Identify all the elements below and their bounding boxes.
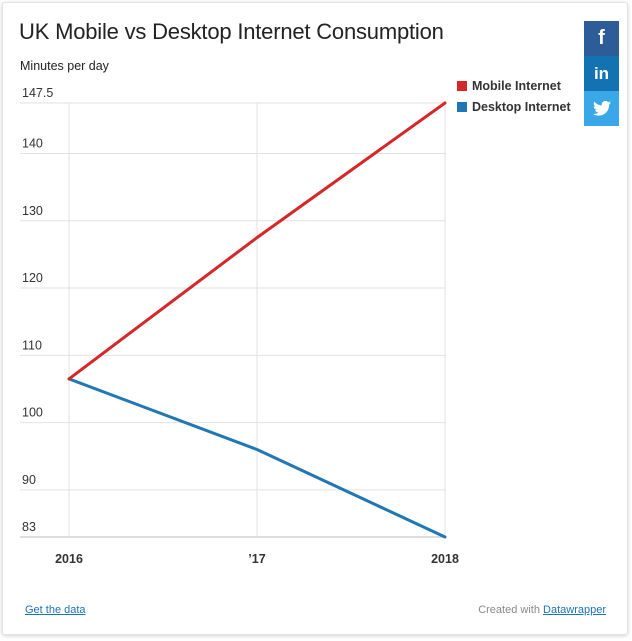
y-tick-label: 120 <box>22 271 43 285</box>
y-tick-label: 100 <box>22 406 43 420</box>
credit-prefix: Created with <box>478 604 540 616</box>
series-lines <box>67 101 447 539</box>
x-tick-labels: 2016 ’17 2018 <box>55 552 459 566</box>
legend: Mobile Internet Desktop Internet <box>457 75 571 117</box>
y-tick-label: 140 <box>22 136 43 150</box>
y-tick-label: 83 <box>22 520 36 534</box>
facebook-icon: f <box>598 27 605 49</box>
series-line-mobile <box>67 101 447 381</box>
get-the-data-link[interactable]: Get the data <box>25 604 86 616</box>
y-tick-label: 110 <box>22 338 42 352</box>
datawrapper-link[interactable]: Datawrapper <box>543 604 606 616</box>
y-axis-label: Minutes per day <box>20 59 109 73</box>
linkedin-share-button[interactable]: in <box>584 56 619 91</box>
x-tick-label: ’17 <box>248 552 265 566</box>
chart-title: UK Mobile vs Desktop Internet Consumptio… <box>19 19 444 44</box>
twitter-share-button[interactable] <box>584 91 619 126</box>
line-chart: 83 90 100 110 120 130 140 147.5 2016 ’17 2018 <box>20 86 459 566</box>
facebook-share-button[interactable]: f <box>584 21 619 56</box>
y-tick-label: 90 <box>22 473 36 487</box>
twitter-icon <box>592 101 611 116</box>
linkedin-icon: in <box>593 63 610 83</box>
legend-item-mobile: Mobile Internet <box>457 75 571 96</box>
series-line-desktop <box>67 377 447 539</box>
legend-item-desktop: Desktop Internet <box>457 96 571 117</box>
legend-swatch-mobile <box>457 80 467 91</box>
legend-label-mobile: Mobile Internet <box>472 78 561 93</box>
y-tick-labels: 83 90 100 110 120 130 140 147.5 <box>22 86 53 534</box>
legend-swatch-desktop <box>457 101 467 112</box>
gridlines <box>20 102 446 538</box>
legend-label-desktop: Desktop Internet <box>472 99 571 114</box>
share-buttons: f in <box>584 21 619 126</box>
y-tick-label: 147.5 <box>22 86 53 100</box>
chart-card: UK Mobile vs Desktop Internet Consumptio… <box>2 2 628 635</box>
x-tick-label: 2018 <box>431 552 459 566</box>
y-tick-label: 130 <box>22 204 43 218</box>
footer-credit: Created with Datawrapper <box>478 604 606 616</box>
x-tick-label: 2016 <box>55 552 83 566</box>
